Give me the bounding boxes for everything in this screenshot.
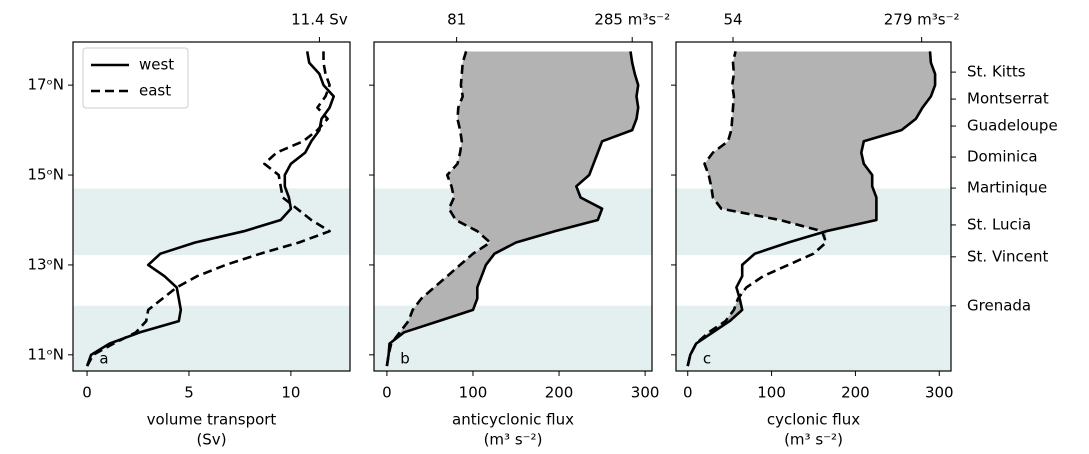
island-label: Guadeloupe <box>967 117 1058 135</box>
series-line <box>385 51 492 367</box>
legend-box <box>82 47 189 109</box>
flux-area <box>687 51 936 367</box>
y-tick-label: 13ᵒN <box>27 255 64 273</box>
x-axis-label: anticyclonic flux <box>452 411 574 429</box>
x-axis-label: (m³ s⁻²) <box>484 431 543 449</box>
legend-label: west <box>139 56 174 74</box>
x-tick-label: 0 <box>382 384 392 402</box>
flux-area <box>386 51 639 367</box>
x-axis-label: cyclonic flux <box>767 411 860 429</box>
x-tick-label: 200 <box>841 384 870 402</box>
legend-label: east <box>139 82 171 100</box>
y-tick-label: 11ᵒN <box>27 345 64 363</box>
x-tick-label: 5 <box>184 384 194 402</box>
x-tick-label: 300 <box>631 384 660 402</box>
x-tick-label: 10 <box>281 384 300 402</box>
series-line <box>385 51 640 367</box>
island-label: St. Lucia <box>967 215 1031 233</box>
x-axis-label: volume transport <box>147 411 277 429</box>
series-line <box>686 51 828 367</box>
x-tick-label: 300 <box>925 384 954 402</box>
x-tick-label: 0 <box>683 384 693 402</box>
x-tick-label: 200 <box>545 384 574 402</box>
island-band <box>676 305 951 371</box>
x2-tick-label: 11.4 Sv <box>291 11 348 29</box>
panel-label: c <box>703 350 711 368</box>
x2-tick-label: 285 m³s⁻² <box>594 11 670 29</box>
island-label: St. Kitts <box>967 63 1026 81</box>
plot-frame <box>373 41 653 372</box>
island-label: Grenada <box>967 296 1031 314</box>
x-tick-label: 100 <box>459 384 488 402</box>
x-tick-label: 0 <box>82 384 92 402</box>
x-tick-label: 100 <box>757 384 786 402</box>
island-label: Montserrat <box>967 90 1049 108</box>
y-tick-label: 17ᵒN <box>27 76 64 94</box>
island-label: Martinique <box>967 179 1047 197</box>
plot-frame <box>675 41 952 372</box>
x2-tick-label: 54 <box>723 11 742 29</box>
y-tick-label: 15ᵒN <box>27 166 64 184</box>
x2-tick-label: 279 m³s⁻² <box>884 11 960 29</box>
island-label: Dominica <box>967 148 1038 166</box>
series-line <box>85 51 331 367</box>
series-line <box>85 51 335 367</box>
island-band <box>73 188 350 256</box>
panel-label: a <box>99 350 108 368</box>
x2-tick-label: 81 <box>447 11 466 29</box>
island-label: St. Vincent <box>967 247 1049 265</box>
x-axis-label: (m³ s⁻²) <box>784 431 843 449</box>
x-axis-label: (Sv) <box>196 431 226 449</box>
plot-frame <box>72 41 351 372</box>
island-band <box>73 305 350 371</box>
series-line <box>686 51 937 367</box>
panel-label: b <box>400 350 410 368</box>
